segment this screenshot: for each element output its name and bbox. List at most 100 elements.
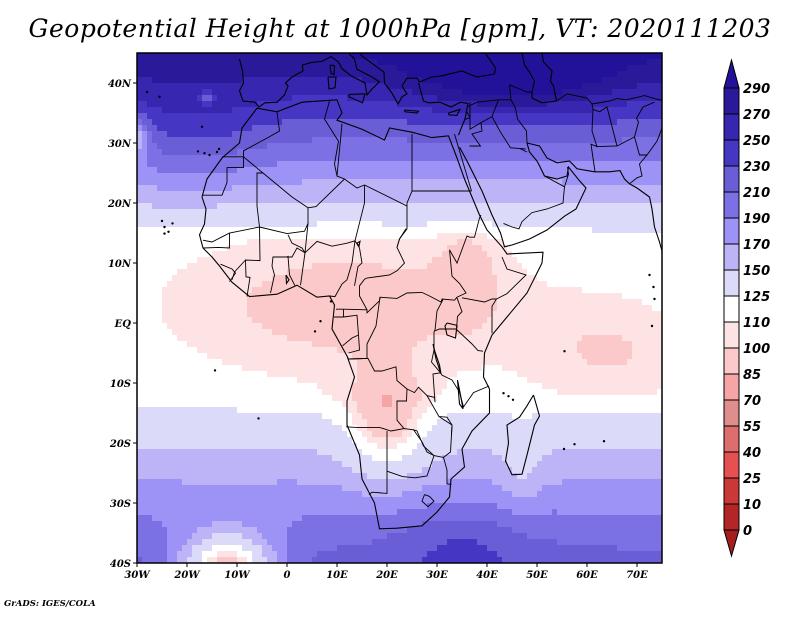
field-cell [582, 101, 588, 108]
field-cell [237, 143, 243, 150]
field-cell [452, 161, 458, 168]
field-cell [332, 131, 338, 138]
field-cell [337, 239, 343, 246]
field-cell [257, 293, 263, 300]
field-cell [252, 227, 258, 234]
field-cell [517, 185, 523, 192]
field-cell [382, 239, 388, 246]
field-cell [592, 257, 598, 264]
field-cell [492, 131, 498, 138]
field-cell [537, 131, 543, 138]
field-cell [392, 239, 398, 246]
field-cell [247, 167, 253, 174]
field-cell [367, 281, 373, 288]
field-cell [587, 269, 593, 276]
field-cell [222, 119, 228, 126]
field-cell [252, 125, 258, 132]
field-cell [212, 179, 218, 186]
field-cell [467, 131, 473, 138]
field-cell [477, 155, 483, 162]
field-cell [462, 281, 468, 288]
field-cell [302, 305, 308, 312]
field-cell [512, 137, 518, 144]
field-cell [197, 311, 203, 318]
field-cell [647, 281, 653, 288]
field-cell [182, 173, 188, 180]
field-cell [247, 53, 253, 60]
field-cell [437, 149, 443, 156]
field-cell [487, 317, 493, 324]
field-cell [262, 83, 268, 90]
field-cell [187, 191, 193, 198]
field-cell [152, 191, 158, 198]
field-cell [197, 221, 203, 228]
field-cell [297, 311, 303, 318]
field-cell [237, 53, 243, 60]
field-cell [147, 89, 153, 96]
field-cell [557, 143, 563, 150]
field-cell [657, 203, 662, 210]
field-cell [477, 239, 483, 246]
field-cell [357, 305, 363, 312]
field-cell [602, 263, 608, 270]
field-cell [527, 53, 533, 60]
field-cell [167, 233, 173, 240]
field-cell [297, 191, 303, 198]
field-cell [502, 245, 508, 252]
field-cell [632, 275, 638, 282]
field-cell [562, 167, 568, 174]
field-cell [582, 131, 588, 138]
field-cell [212, 317, 218, 324]
field-cell [547, 149, 553, 156]
field-cell [297, 245, 303, 252]
field-cell [192, 197, 198, 204]
field-cell [167, 173, 173, 180]
field-cell [257, 317, 263, 324]
field-cell [277, 59, 283, 66]
field-cell [137, 281, 143, 288]
field-cell [352, 89, 358, 96]
field-cell [237, 251, 243, 258]
field-cell [157, 215, 163, 222]
field-cell [542, 83, 548, 90]
field-cell [452, 119, 458, 126]
field-cell [632, 173, 638, 180]
field-cell [142, 335, 148, 342]
field-cell [447, 287, 453, 294]
field-cell [577, 77, 583, 84]
field-cell [422, 185, 428, 192]
field-cell [317, 251, 323, 258]
field-cell [487, 161, 493, 168]
field-cell [577, 113, 583, 120]
field-cell [612, 53, 618, 60]
field-cell [307, 233, 313, 240]
field-cell [612, 239, 618, 246]
field-cell [487, 269, 493, 276]
field-cell [257, 335, 263, 342]
field-cell [172, 161, 178, 168]
field-cell [317, 275, 323, 282]
field-cell [432, 125, 438, 132]
field-cell [267, 95, 273, 102]
field-cell [317, 335, 323, 342]
field-cell [137, 71, 143, 78]
field-cell [377, 227, 383, 234]
field-cell [362, 239, 368, 246]
field-cell [357, 83, 363, 90]
field-cell [567, 119, 573, 126]
field-cell [507, 71, 513, 78]
field-cell [612, 149, 618, 156]
field-cell [437, 161, 443, 168]
field-cell [407, 119, 413, 126]
field-cell [372, 215, 378, 222]
field-cell [587, 59, 593, 66]
field-cell [652, 233, 658, 240]
field-cell [467, 59, 473, 66]
field-cell [192, 95, 198, 102]
field-cell [587, 263, 593, 270]
field-cell [617, 161, 623, 168]
field-cell [527, 65, 533, 72]
field-cell [332, 275, 338, 282]
field-cell [307, 53, 313, 60]
field-cell [592, 191, 598, 198]
